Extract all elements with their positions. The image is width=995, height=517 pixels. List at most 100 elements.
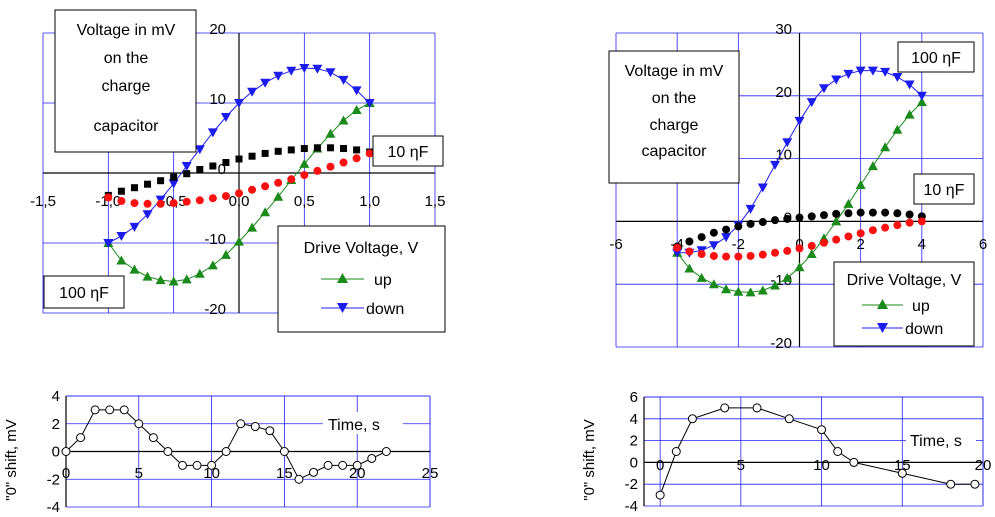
legend-marker-down [877, 323, 888, 333]
data-point [734, 252, 743, 261]
x-tick-label: 10 [203, 465, 220, 482]
data-point [130, 199, 139, 208]
data-point [326, 144, 334, 152]
data-point [300, 171, 309, 180]
y-tick-label: 30 [775, 21, 792, 38]
data-point [294, 474, 304, 484]
data-point [758, 250, 767, 259]
legend-label-up: up [912, 298, 930, 315]
data-point [247, 87, 258, 97]
data-point [893, 209, 902, 218]
data-point [265, 426, 275, 436]
x-tick-label: 0,5 [294, 193, 315, 210]
x-tick-label: 5 [737, 457, 745, 474]
data-point [105, 405, 115, 415]
data-point [236, 419, 246, 429]
x-tick-label: 20 [975, 457, 992, 474]
data-point [734, 222, 743, 231]
y-tick-label: 6 [630, 389, 638, 406]
legend-label-down: down [905, 321, 943, 338]
series-up [672, 97, 927, 297]
xlabel-box: Time, s [906, 428, 976, 450]
data-point [299, 158, 310, 168]
data-point [849, 457, 859, 467]
data-point [868, 226, 877, 235]
data-point [260, 78, 271, 88]
data-point [758, 218, 767, 227]
data-point [685, 247, 694, 256]
label-100nf-text: 100 ηF [59, 285, 109, 302]
label-10nf: 10 ηF [913, 173, 975, 205]
data-point [134, 419, 144, 429]
data-point [880, 142, 891, 152]
data-point [170, 173, 178, 181]
data-point [687, 414, 697, 424]
data-point [782, 272, 793, 282]
legend-title: Drive Voltage, V [847, 272, 962, 289]
series-line [659, 407, 975, 496]
data-point [745, 204, 756, 214]
data-point [832, 235, 841, 244]
data-point [684, 263, 695, 273]
data-point [671, 447, 681, 456]
legend-label-up: up [374, 272, 392, 289]
x-axis-label: Time, s [328, 417, 380, 434]
title-box: Voltage in mV on the charge capacitor [608, 50, 740, 184]
data-point [892, 124, 903, 134]
x-tick-label: 15 [276, 465, 293, 482]
data-point [946, 479, 956, 489]
title-line-3: charge [650, 117, 699, 134]
data-point [844, 232, 853, 241]
data-point [129, 222, 140, 232]
data-point [708, 279, 719, 289]
legend-marker-up [337, 273, 348, 283]
data-point [194, 268, 205, 278]
data-point [273, 191, 284, 201]
data-point [195, 196, 204, 205]
legend: Drive Voltage, V up down [833, 261, 975, 347]
data-point [897, 468, 907, 478]
data-point [234, 236, 244, 246]
y-tick-label: -20 [770, 335, 792, 352]
data-point [326, 162, 335, 171]
data-point [248, 152, 256, 160]
x-tick-label: 0,0 [229, 193, 250, 210]
data-point [807, 212, 816, 221]
data-point [893, 221, 902, 230]
data-point [338, 75, 349, 85]
data-point [90, 405, 100, 415]
data-point [855, 66, 866, 76]
title-line-2: on the [104, 50, 149, 67]
data-point [155, 275, 166, 285]
data-point [696, 272, 707, 282]
xlabel-box: Time, s [323, 412, 403, 434]
data-point [364, 99, 375, 108]
data-point [261, 182, 270, 191]
data-point [745, 287, 756, 297]
x-tick-label: 0 [656, 457, 664, 474]
data-point [142, 210, 153, 220]
data-point [248, 185, 257, 194]
data-point [163, 447, 173, 456]
data-point [697, 250, 706, 259]
title-line-3: charge [102, 78, 151, 95]
x-tick-label: 6 [979, 236, 987, 253]
data-point [313, 166, 322, 175]
data-point [867, 161, 878, 171]
data-point [274, 178, 283, 187]
data-point [673, 243, 682, 252]
data-point [177, 460, 187, 470]
data-point [655, 490, 665, 500]
chart-axes [643, 397, 983, 506]
data-point [338, 115, 349, 125]
label-10nf-text: 10 ηF [388, 144, 429, 161]
x-tick-label: 0 [62, 465, 70, 482]
data-point [831, 75, 842, 85]
y-tick-label: -4 [47, 499, 60, 516]
series-set-3 [673, 217, 926, 261]
x-tick-label: 2 [856, 236, 864, 253]
chart-axes [43, 33, 435, 313]
y-tick-label: -2 [625, 476, 638, 493]
